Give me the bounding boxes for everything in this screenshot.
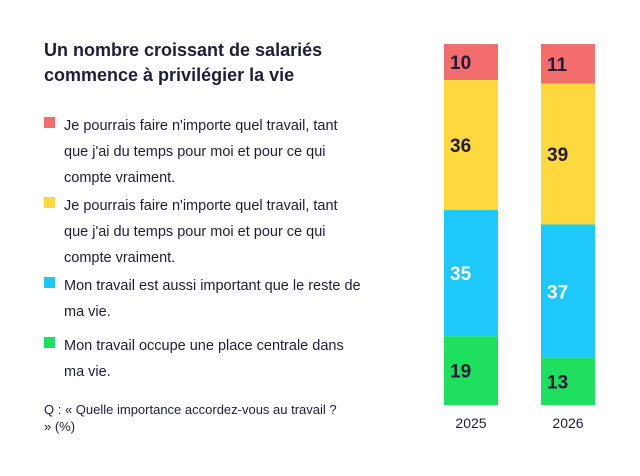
legend-label-1: Je pourrais faire n'importe quel travail… bbox=[64, 118, 338, 186]
legend-swatch-4 bbox=[44, 337, 55, 348]
chart-title: Un nombre croissant de salariés commence… bbox=[44, 40, 323, 85]
data-label-2025-3: 35 bbox=[450, 264, 472, 285]
question-note: Q : « Quelle importance accordez-vous au… bbox=[44, 402, 337, 434]
data-label-2025-2: 36 bbox=[450, 136, 471, 157]
bar-segment-2025-4 bbox=[444, 336, 498, 405]
bar-segment-2025-1 bbox=[444, 44, 498, 81]
legend-label-2: Je pourrais faire n'importe quel travail… bbox=[64, 198, 338, 266]
x-tick-label-2025: 2025 bbox=[455, 415, 486, 431]
legend-swatch-2 bbox=[44, 197, 55, 208]
data-label-2025-4: 19 bbox=[450, 362, 471, 383]
bar-segment-2026-3 bbox=[541, 224, 595, 359]
legend-swatch-3 bbox=[44, 277, 55, 288]
bar-segment-2026-2 bbox=[541, 83, 595, 225]
data-label-2026-4: 13 bbox=[547, 373, 568, 394]
bar-segment-2025-3 bbox=[444, 210, 498, 337]
bar-segment-2025-2 bbox=[444, 80, 498, 211]
data-label-2026-1: 11 bbox=[547, 55, 568, 76]
legend-label-4: Mon travail occupe une place centrale da… bbox=[64, 338, 344, 380]
bar-segment-2026-1 bbox=[541, 44, 595, 84]
data-label-2026-2: 39 bbox=[547, 145, 568, 166]
x-tick-label-2026: 2026 bbox=[552, 415, 583, 431]
data-label-2026-3: 37 bbox=[547, 282, 568, 303]
bar-segment-2026-4 bbox=[541, 358, 595, 405]
data-label-2025-1: 10 bbox=[450, 53, 471, 74]
legend-swatch-1 bbox=[44, 117, 55, 128]
legend-label-3: Mon travail est aussi important que le r… bbox=[64, 278, 361, 320]
